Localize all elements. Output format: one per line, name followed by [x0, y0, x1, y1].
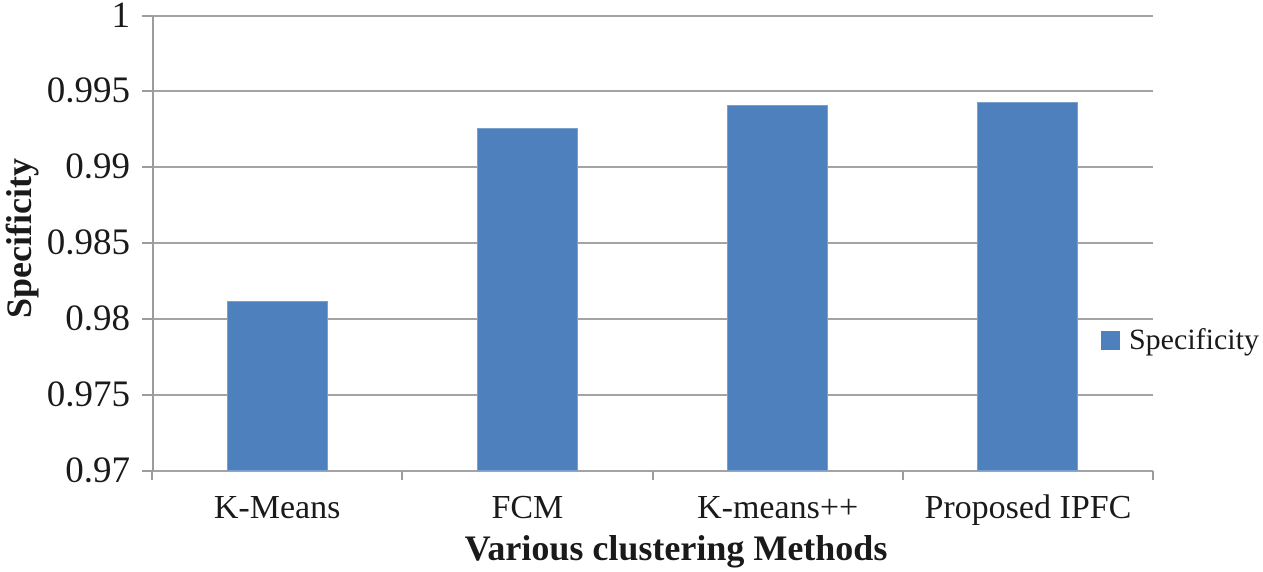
gridline: [152, 318, 1153, 321]
y-tick-label: 0.985: [46, 222, 130, 264]
y-tick-label: 0.975: [46, 374, 130, 416]
y-axis-tick-mark: [142, 242, 152, 245]
x-axis-tick-mark: [401, 471, 404, 480]
y-axis-tick-mark: [142, 14, 152, 17]
y-tick-label: 0.98: [65, 298, 130, 340]
y-tick-label: 0.995: [46, 70, 130, 112]
gridline: [152, 166, 1153, 169]
legend: Specificity: [1101, 322, 1259, 358]
gridline: [152, 14, 1153, 17]
x-category-label-k-means-: K-means++: [697, 489, 859, 526]
bar-k-means-: [727, 105, 829, 471]
gridline: [152, 394, 1153, 397]
gridline: [152, 90, 1153, 93]
bar-proposed-ipfc: [977, 102, 1079, 471]
x-axis-tick-mark: [901, 471, 904, 480]
x-category-label-proposed-ipfc: Proposed IPFC: [924, 489, 1132, 526]
legend-label: Specificity: [1129, 323, 1259, 356]
y-tick-label: 1: [111, 0, 131, 36]
x-category-label-fcm: FCM: [491, 489, 564, 526]
x-axis-tick-mark: [651, 471, 654, 480]
x-category-label-k-means: K-Means: [213, 489, 341, 526]
y-axis-tick-mark: [142, 166, 152, 169]
y-tick-label: 0.99: [65, 146, 130, 188]
legend-swatch-icon: [1101, 330, 1120, 350]
y-axis-tick-mark: [142, 394, 152, 397]
y-axis-line: [152, 15, 154, 472]
bar-k-means: [226, 300, 328, 471]
x-axis-tick-mark: [1152, 471, 1154, 480]
y-axis-tick-mark: [142, 318, 152, 321]
x-axis-title: Various clustering Methods: [464, 528, 888, 568]
y-axis-tick-mark: [142, 470, 152, 472]
bar-fcm: [476, 127, 578, 471]
x-axis-tick-mark: [151, 471, 153, 480]
gridline: [152, 242, 1153, 245]
y-axis-tick-mark: [142, 90, 152, 93]
y-tick-label: 0.97: [65, 450, 130, 491]
